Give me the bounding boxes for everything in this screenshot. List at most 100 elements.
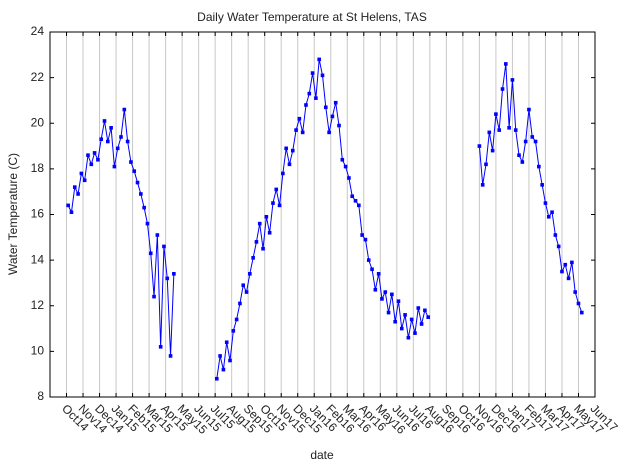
- data-point: [297, 116, 302, 121]
- data-point: [540, 183, 544, 187]
- data-point: [251, 256, 255, 260]
- data-point: [500, 87, 505, 91]
- data-point: [122, 107, 127, 112]
- data-point: [573, 290, 577, 294]
- data-point: [152, 294, 156, 299]
- data-point: [248, 272, 252, 276]
- y-tick-label: 20: [31, 115, 45, 129]
- data-point: [281, 171, 285, 176]
- data-point: [221, 367, 226, 372]
- data-point: [148, 251, 153, 256]
- data-point: [376, 272, 381, 276]
- y-tick-label: 12: [31, 298, 45, 312]
- plot-frame: [49, 31, 596, 398]
- data-point: [86, 153, 90, 157]
- data-point: [396, 299, 401, 303]
- data-point: [546, 214, 551, 219]
- data-point: [224, 340, 229, 345]
- data-point: [563, 262, 568, 267]
- data-point: [261, 246, 265, 251]
- data-point: [494, 112, 498, 116]
- data-point: [172, 272, 176, 276]
- y-tick-label: 18: [31, 161, 45, 175]
- data-point: [556, 244, 561, 249]
- data-point: [66, 203, 70, 208]
- data-point: [129, 160, 133, 164]
- data-point: [215, 376, 219, 381]
- data-point: [102, 119, 107, 123]
- data-point: [579, 310, 584, 315]
- data-point: [399, 326, 404, 331]
- y-tick-label: 14: [31, 252, 45, 266]
- data-point: [560, 269, 564, 274]
- data-point: [380, 297, 384, 301]
- data-point: [89, 162, 94, 167]
- data-point: [386, 310, 391, 315]
- data-point: [158, 345, 163, 349]
- y-axis-label: Water Temperature (C): [6, 153, 20, 275]
- data-point: [327, 130, 331, 135]
- data-point: [238, 301, 242, 306]
- data-point: [125, 139, 130, 144]
- data-point: [142, 205, 146, 210]
- data-point: [373, 287, 378, 292]
- data-point: [504, 62, 508, 66]
- data-point: [366, 258, 371, 262]
- data-point: [507, 126, 511, 130]
- data-point: [254, 240, 259, 244]
- data-point: [314, 96, 318, 100]
- data-point: [553, 233, 558, 237]
- y-tick-label: 16: [31, 207, 45, 221]
- data-point: [406, 335, 411, 340]
- data-point: [284, 146, 288, 151]
- data-point: [307, 91, 312, 96]
- data-point: [550, 210, 554, 215]
- data-point: [413, 331, 417, 335]
- data-point: [106, 139, 110, 144]
- data-point: [294, 128, 298, 132]
- y-tick-label: 8: [37, 389, 44, 403]
- y-tick-label: 24: [31, 24, 45, 38]
- data-point: [570, 260, 574, 265]
- data-point: [96, 157, 100, 162]
- data-point: [257, 221, 262, 226]
- data-point: [320, 73, 325, 78]
- y-tick-label: 22: [31, 70, 45, 84]
- data-point: [115, 146, 120, 151]
- data-point: [403, 313, 407, 317]
- data-point: [523, 139, 528, 144]
- data-point: [139, 192, 143, 196]
- data-point: [480, 183, 485, 187]
- data-point: [300, 130, 305, 135]
- data-point: [290, 148, 295, 153]
- data-point: [277, 203, 282, 208]
- data-point: [566, 276, 571, 281]
- data-point: [69, 210, 74, 215]
- data-point: [510, 78, 515, 82]
- data-point: [287, 162, 292, 167]
- data-point: [310, 71, 315, 75]
- data-point: [304, 103, 308, 107]
- data-point: [274, 187, 279, 192]
- data-point: [145, 221, 150, 226]
- data-point: [390, 292, 394, 297]
- data-point: [497, 128, 502, 132]
- data-point: [72, 185, 77, 189]
- data-point: [490, 148, 495, 153]
- data-point: [543, 201, 548, 205]
- data-point: [527, 107, 531, 112]
- data-point: [477, 144, 482, 148]
- data-point: [487, 130, 492, 135]
- data-point: [393, 319, 397, 324]
- data-point: [426, 315, 430, 319]
- data-point: [330, 114, 335, 119]
- data-point: [537, 164, 541, 169]
- data-point: [333, 100, 338, 105]
- data-point: [353, 199, 358, 203]
- chart-title: Daily Water Temperature at St Helens, TA…: [197, 10, 427, 24]
- data-point: [231, 329, 236, 333]
- data-point: [228, 358, 232, 363]
- data-point: [168, 354, 173, 358]
